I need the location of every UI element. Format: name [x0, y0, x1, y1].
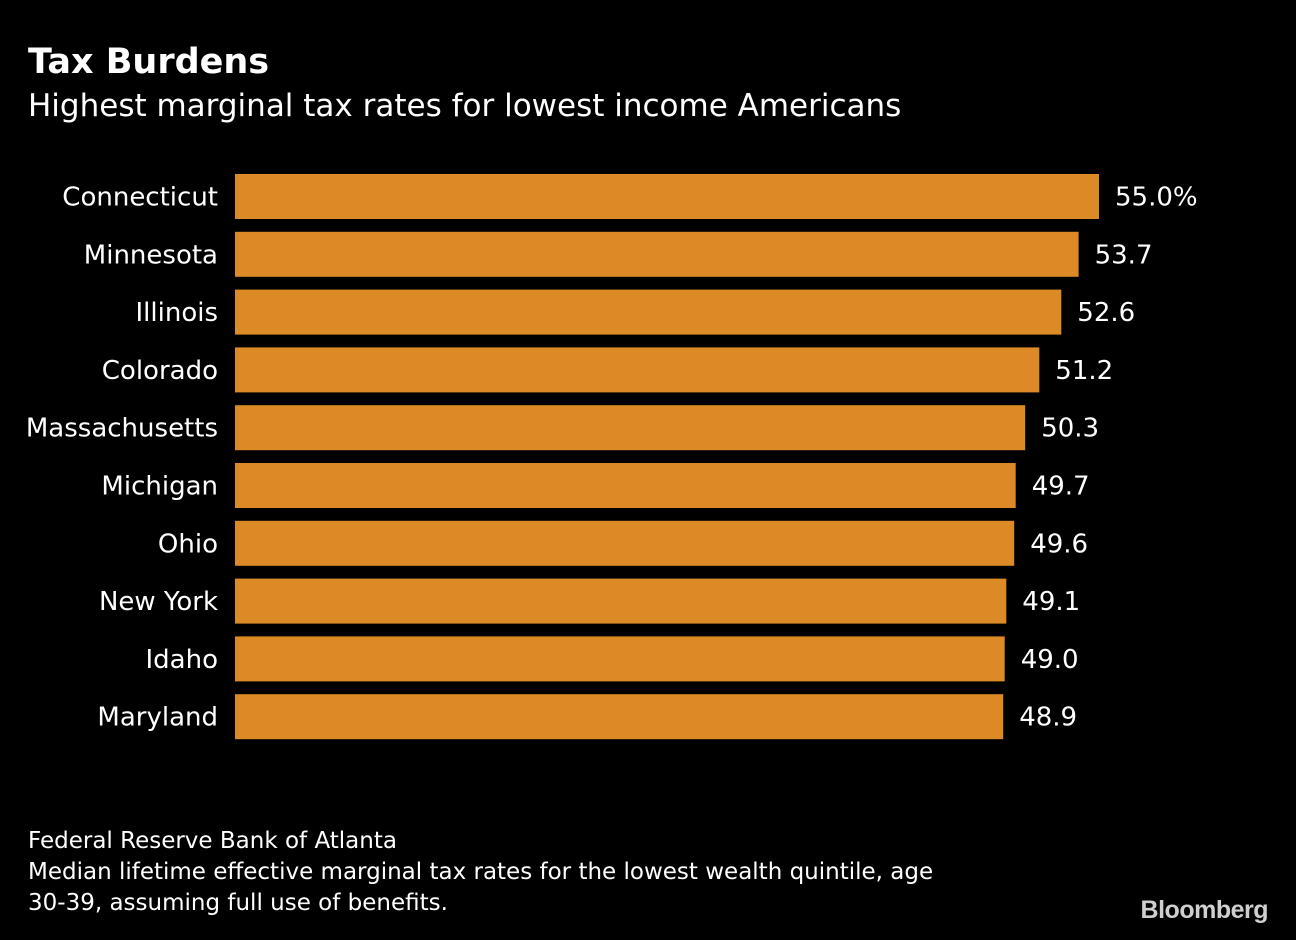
bar-michigan — [235, 463, 1016, 508]
category-label: Colorado — [102, 356, 218, 386]
value-label: 51.2 — [1055, 356, 1113, 386]
category-label: Michigan — [101, 472, 218, 502]
category-label: Maryland — [97, 703, 218, 733]
category-label: Ohio — [158, 529, 218, 559]
category-label: Minnesota — [84, 240, 218, 270]
category-label: Illinois — [136, 298, 219, 328]
chart-subtitle: Highest marginal tax rates for lowest in… — [28, 88, 902, 124]
value-label: 53.7 — [1095, 240, 1153, 270]
note-line-1: Median lifetime effective marginal tax r… — [28, 859, 934, 885]
value-label: 50.3 — [1041, 414, 1099, 444]
chart-title: Tax Burdens — [28, 42, 270, 82]
bar-ohio — [235, 520, 1015, 566]
bar-maryland — [235, 694, 1004, 740]
source-text: Federal Reserve Bank of Atlanta — [28, 828, 397, 854]
value-label: 48.9 — [1019, 703, 1077, 733]
value-label: 49.6 — [1030, 529, 1088, 559]
category-label: Idaho — [146, 645, 219, 675]
value-label: 49.1 — [1022, 587, 1080, 617]
bar-connecticut — [235, 174, 1099, 219]
bar-colorado — [235, 347, 1040, 393]
note-line-2: 30-39, assuming full use of benefits. — [28, 890, 448, 916]
bar-chart: Connecticut 55.0% Minnesota 53.7 Illinois 52.… — [26, 174, 1198, 740]
bar-massachusetts — [235, 405, 1026, 451]
chart-footer: Federal Reserve Bank of Atlanta Median l… — [28, 826, 1028, 919]
category-label: Massachusetts — [26, 414, 218, 444]
category-label: Connecticut — [62, 183, 218, 213]
value-label: 49.7 — [1032, 472, 1090, 502]
value-label: 55.0% — [1115, 183, 1198, 213]
value-label: 49.0 — [1021, 645, 1079, 675]
value-label: 52.6 — [1077, 298, 1135, 328]
bloomberg-logo: Bloomberg — [1140, 896, 1269, 924]
bar-new-york — [235, 578, 1007, 624]
bar-illinois — [235, 289, 1062, 335]
bar-idaho — [235, 636, 1005, 682]
category-label: New York — [99, 587, 218, 617]
bar-minnesota — [235, 231, 1079, 277]
